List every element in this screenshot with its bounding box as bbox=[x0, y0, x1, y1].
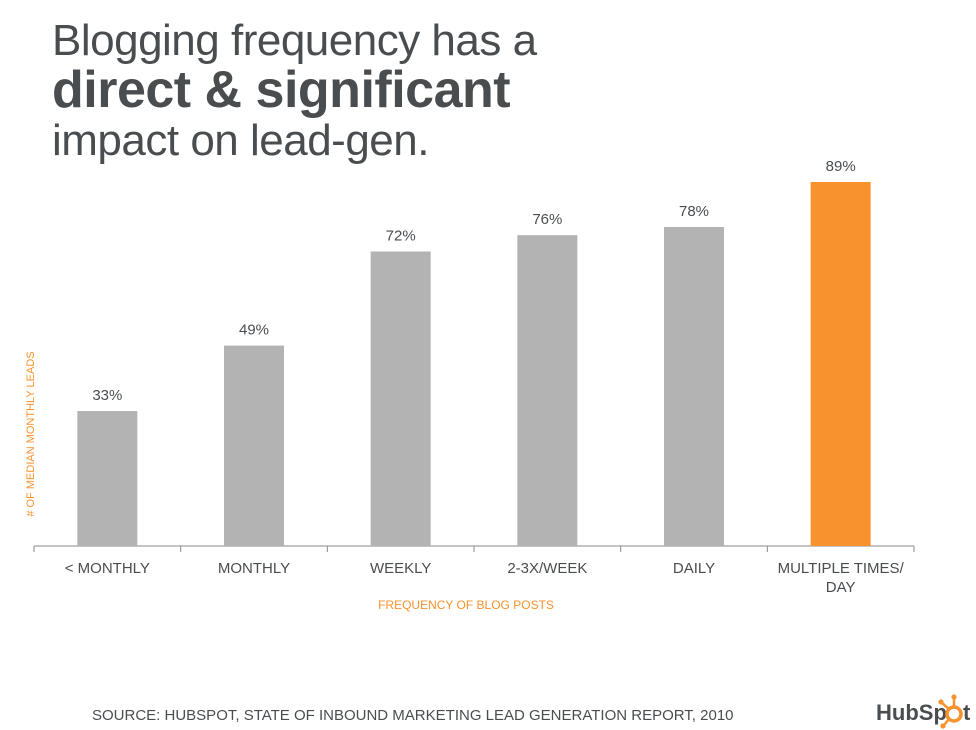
x-tick-label: 2-3X/WEEK bbox=[507, 560, 587, 577]
x-tick-label: < MONTHLY bbox=[65, 560, 150, 577]
x-tick-label: MULTIPLE TIMES/ bbox=[778, 560, 905, 577]
data-label: 49% bbox=[239, 322, 269, 339]
chart-title: Blogging frequency has a direct & signif… bbox=[52, 18, 537, 166]
source-note: SOURCE: HUBSPOT, STATE OF INBOUND MARKET… bbox=[92, 707, 734, 724]
bar bbox=[77, 411, 138, 546]
bar bbox=[664, 226, 724, 546]
x-axis-label: FREQUENCY OF BLOG POSTS bbox=[378, 598, 554, 612]
bar bbox=[517, 235, 578, 547]
bar bbox=[810, 182, 871, 546]
x-tick-label: MONTHLY bbox=[218, 560, 290, 577]
hubspot-wordmark: HubSp bbox=[876, 700, 947, 725]
data-label: 33% bbox=[92, 387, 122, 404]
x-tick-label: DAILY bbox=[673, 560, 715, 577]
sprocket-icon bbox=[938, 694, 963, 729]
hubspot-logo: HubSp t bbox=[876, 694, 971, 729]
data-label: 72% bbox=[386, 228, 416, 245]
title-line-3: impact on lead-gen. bbox=[52, 116, 429, 165]
title-line-2: direct & significant bbox=[52, 61, 511, 119]
x-tick-label: DAY bbox=[826, 579, 856, 596]
x-tick-label: WEEKLY bbox=[370, 560, 431, 577]
hubspot-wordmark-t: t bbox=[963, 700, 971, 725]
title-line-1: Blogging frequency has a bbox=[52, 16, 537, 65]
data-label: 76% bbox=[532, 211, 562, 228]
y-axis-label: # OF MEDIAN MONTHLY LEADS bbox=[25, 351, 37, 516]
data-label: 78% bbox=[679, 203, 709, 220]
bar bbox=[370, 251, 431, 547]
data-label: 89% bbox=[826, 158, 856, 175]
bar bbox=[224, 345, 284, 546]
